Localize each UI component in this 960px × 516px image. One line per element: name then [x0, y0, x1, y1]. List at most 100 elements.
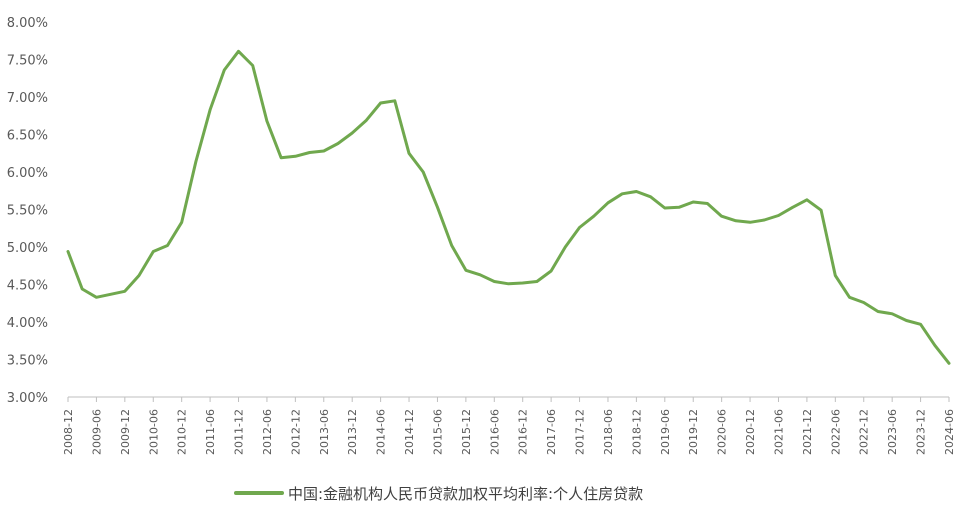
data-point [677, 206, 681, 209]
data-point [436, 206, 439, 209]
legend: 中国:金融机构人民币贷款加权平均利率:个人住房贷款 [234, 485, 643, 503]
data-point [848, 296, 851, 299]
data-point [919, 323, 922, 326]
x-tick-label: 2012-12 [289, 409, 302, 455]
data-point [635, 190, 638, 193]
data-point [351, 131, 354, 135]
x-tick-label: 2012-06 [261, 409, 274, 455]
data-point [549, 269, 553, 273]
data-point [223, 68, 226, 72]
data-point [137, 274, 141, 277]
x-tick-label: 2009-06 [90, 409, 103, 455]
series-group [66, 49, 951, 365]
data-point [365, 119, 368, 122]
y-tick-label: 8.00% [7, 16, 48, 31]
x-tick-label: 2020-06 [716, 409, 729, 455]
x-tick-label: 2017-12 [574, 409, 587, 455]
y-tick-label: 5.00% [7, 241, 48, 256]
data-point [748, 221, 752, 224]
data-point [905, 319, 908, 322]
x-tick-label: 2022-12 [858, 409, 871, 455]
data-point [166, 244, 169, 247]
x-tick-label: 2008-12 [62, 409, 75, 455]
data-point [663, 206, 666, 210]
data-point [521, 281, 524, 285]
data-point [322, 149, 325, 153]
data-point [819, 209, 823, 212]
data-point [535, 280, 539, 283]
data-point [450, 244, 453, 247]
data-point [152, 250, 155, 253]
data-point [891, 312, 894, 315]
x-tick-label: 2016-06 [488, 409, 501, 455]
data-point [66, 250, 70, 253]
x-tick-label: 2011-06 [204, 409, 217, 455]
x-tick-label: 2019-12 [687, 409, 700, 455]
x-axis-ticks: 2008-12 2009-06 2009-12 2010-06 2010-12 2011-… [62, 397, 956, 455]
data-point [777, 214, 780, 217]
x-tick-label: 2009-12 [119, 409, 132, 455]
data-point [109, 293, 112, 296]
data-point [692, 200, 695, 204]
data-point [649, 195, 652, 198]
x-tick-label: 2019-06 [659, 409, 672, 455]
x-tick-label: 2023-12 [915, 409, 928, 455]
data-point [180, 221, 183, 224]
data-point [478, 273, 482, 276]
data-point [862, 301, 865, 304]
y-tick-label: 7.00% [7, 91, 48, 106]
x-tick-label: 2022-06 [829, 409, 842, 455]
data-point [578, 226, 581, 229]
y-tick-label: 3.50% [7, 354, 48, 369]
data-point [294, 155, 297, 158]
x-tick-label: 2010-06 [147, 409, 160, 455]
data-point [95, 296, 98, 299]
x-tick-label: 2010-12 [176, 409, 189, 455]
x-tick-label: 2014-06 [375, 409, 388, 455]
x-tick-label: 2011-12 [233, 409, 246, 455]
data-point [606, 201, 610, 204]
data-point [791, 206, 794, 209]
data-point [464, 269, 468, 272]
x-tick-label: 2016-12 [517, 409, 530, 455]
x-tick-label: 2017-06 [545, 409, 558, 455]
data-point [834, 274, 837, 277]
data-point [933, 344, 936, 347]
data-point [265, 119, 269, 123]
x-tick-label: 2014-12 [403, 409, 416, 455]
data-point [507, 282, 510, 285]
y-tick-label: 6.00% [7, 166, 48, 181]
series-line [66, 49, 951, 365]
x-tick-label: 2015-06 [431, 409, 444, 455]
x-tick-label: 2018-12 [630, 409, 643, 455]
data-point [805, 198, 809, 201]
x-tick-label: 2021-12 [801, 409, 814, 455]
data-point [706, 202, 709, 205]
y-tick-label: 7.50% [7, 54, 48, 69]
data-point [876, 310, 880, 313]
legend-label: 中国:金融机构人民币贷款加权平均利率:个人住房贷款 [288, 485, 643, 503]
data-point [123, 290, 127, 293]
x-tick-label: 2023-06 [886, 409, 899, 455]
data-point [720, 215, 723, 218]
x-tick-label: 2020-12 [744, 409, 757, 455]
data-point [564, 245, 567, 249]
data-point [947, 362, 951, 365]
y-tick-label: 6.50% [7, 129, 48, 144]
x-tick-label: 2013-12 [346, 409, 359, 455]
data-point [763, 218, 766, 222]
x-tick-label: 2021-06 [772, 409, 785, 455]
data-point [379, 101, 382, 105]
data-point [308, 151, 311, 154]
data-point [592, 215, 595, 218]
x-tick-label: 2018-06 [602, 409, 615, 455]
data-point [734, 219, 738, 222]
data-point [493, 280, 496, 283]
y-tick-label: 3.00% [7, 391, 48, 406]
data-point [237, 50, 240, 53]
data-point [251, 64, 254, 67]
data-point [208, 108, 212, 112]
data-point [422, 170, 425, 174]
y-tick-label: 5.50% [7, 204, 48, 219]
